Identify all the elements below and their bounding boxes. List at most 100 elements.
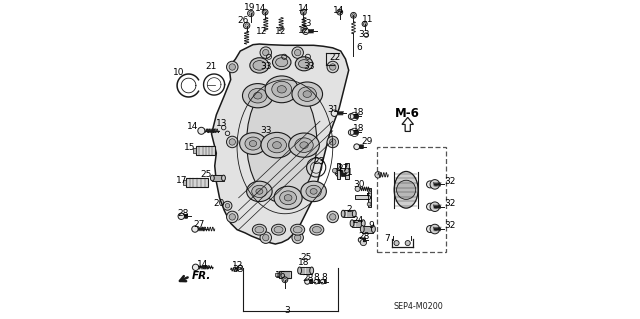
Text: 14: 14 xyxy=(333,6,344,15)
Ellipse shape xyxy=(246,81,317,203)
Bar xyxy=(343,210,355,217)
Ellipse shape xyxy=(301,181,326,202)
Ellipse shape xyxy=(310,189,317,194)
Ellipse shape xyxy=(300,142,308,148)
Ellipse shape xyxy=(292,82,323,106)
Circle shape xyxy=(305,279,310,284)
Text: 26: 26 xyxy=(237,16,248,25)
Circle shape xyxy=(301,9,307,15)
Ellipse shape xyxy=(252,224,266,235)
Circle shape xyxy=(223,201,232,210)
Circle shape xyxy=(367,202,371,206)
Ellipse shape xyxy=(350,220,354,227)
Ellipse shape xyxy=(253,61,266,70)
Text: 30: 30 xyxy=(353,180,365,189)
Ellipse shape xyxy=(255,226,264,233)
Ellipse shape xyxy=(211,175,214,181)
Circle shape xyxy=(229,214,236,220)
Text: 3: 3 xyxy=(285,306,291,315)
Text: 9: 9 xyxy=(369,221,374,230)
Circle shape xyxy=(294,234,301,241)
Ellipse shape xyxy=(273,142,282,149)
Bar xyxy=(300,267,312,274)
Text: 14: 14 xyxy=(188,122,199,131)
Circle shape xyxy=(332,168,337,173)
Text: 16: 16 xyxy=(275,271,287,280)
Text: 5: 5 xyxy=(365,193,371,202)
Circle shape xyxy=(426,203,433,210)
Ellipse shape xyxy=(310,267,314,274)
Circle shape xyxy=(352,14,355,17)
Ellipse shape xyxy=(371,226,375,233)
Polygon shape xyxy=(212,44,349,244)
Circle shape xyxy=(262,49,269,56)
Text: 33: 33 xyxy=(232,265,243,274)
Ellipse shape xyxy=(271,224,285,235)
Text: 12: 12 xyxy=(298,26,309,35)
Circle shape xyxy=(348,130,354,135)
Text: 28: 28 xyxy=(358,232,370,241)
Text: 1: 1 xyxy=(348,168,353,177)
Ellipse shape xyxy=(253,93,262,99)
Circle shape xyxy=(260,47,271,58)
Text: 18: 18 xyxy=(298,258,309,267)
Circle shape xyxy=(355,186,360,191)
Circle shape xyxy=(229,64,236,70)
Circle shape xyxy=(360,239,367,246)
Ellipse shape xyxy=(274,226,283,233)
Circle shape xyxy=(330,139,336,145)
Circle shape xyxy=(344,168,349,173)
Text: 10: 10 xyxy=(173,68,185,77)
Ellipse shape xyxy=(295,57,313,71)
Ellipse shape xyxy=(273,55,291,70)
Text: 14: 14 xyxy=(255,4,267,13)
Circle shape xyxy=(430,202,440,211)
Text: FR.: FR. xyxy=(191,271,211,281)
Circle shape xyxy=(430,224,440,234)
Circle shape xyxy=(430,180,440,189)
Circle shape xyxy=(426,181,433,188)
Circle shape xyxy=(375,172,381,178)
Ellipse shape xyxy=(248,88,267,103)
Circle shape xyxy=(249,12,253,15)
Text: 18: 18 xyxy=(353,108,365,117)
Text: 4: 4 xyxy=(337,165,342,174)
Circle shape xyxy=(337,9,342,15)
Text: 28: 28 xyxy=(178,209,189,218)
Text: 20: 20 xyxy=(213,199,224,208)
Bar xyxy=(275,272,278,276)
Ellipse shape xyxy=(245,137,261,150)
Text: 15: 15 xyxy=(184,143,195,152)
Circle shape xyxy=(225,204,230,208)
Ellipse shape xyxy=(243,84,273,108)
Text: 31: 31 xyxy=(327,105,339,114)
Text: 27: 27 xyxy=(194,220,205,229)
Circle shape xyxy=(292,47,303,58)
Ellipse shape xyxy=(272,81,292,97)
Circle shape xyxy=(314,279,319,284)
Text: 13: 13 xyxy=(216,119,227,128)
Ellipse shape xyxy=(312,226,321,233)
Ellipse shape xyxy=(298,60,310,68)
Circle shape xyxy=(354,144,360,150)
Circle shape xyxy=(327,61,339,73)
Bar xyxy=(367,188,371,207)
Circle shape xyxy=(282,277,288,283)
Circle shape xyxy=(262,234,269,241)
Bar xyxy=(355,195,371,199)
Ellipse shape xyxy=(306,185,321,197)
Text: 33: 33 xyxy=(260,62,271,71)
Bar xyxy=(278,271,291,278)
Ellipse shape xyxy=(303,91,312,97)
Text: 25: 25 xyxy=(300,253,311,262)
Circle shape xyxy=(327,136,339,148)
Text: 33: 33 xyxy=(303,62,315,71)
Ellipse shape xyxy=(261,132,293,158)
Circle shape xyxy=(362,21,367,26)
Circle shape xyxy=(327,211,339,223)
Circle shape xyxy=(405,241,410,246)
Circle shape xyxy=(335,170,340,175)
Circle shape xyxy=(364,23,366,25)
Circle shape xyxy=(284,278,287,281)
Circle shape xyxy=(394,241,399,246)
